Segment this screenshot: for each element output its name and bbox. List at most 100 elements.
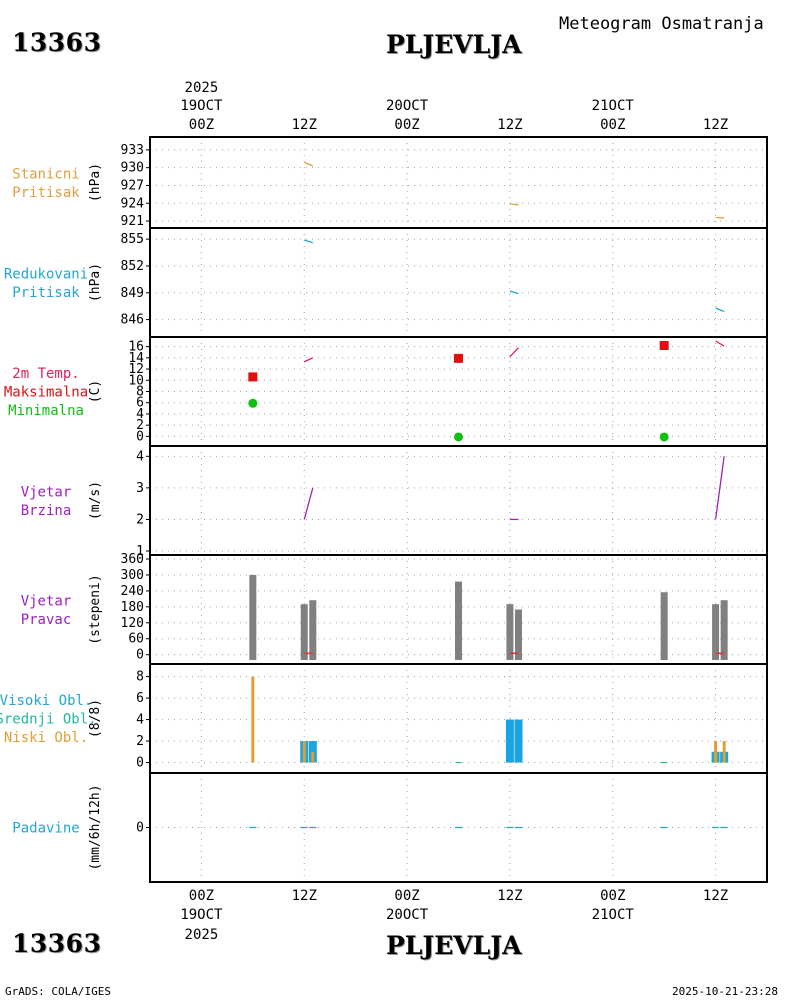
date-label-top: 19OCT <box>180 98 223 114</box>
series-segment <box>715 307 725 313</box>
panel-frame <box>149 336 768 447</box>
y-tick-label: 852 <box>121 259 144 274</box>
wind-direction-bar <box>309 600 317 660</box>
y-tick-label: 2 <box>136 512 144 527</box>
low-cloud-bar <box>714 741 718 763</box>
grads-credit: GrADS: COLA/IGES <box>5 985 111 998</box>
chart-outer-frame <box>149 136 768 883</box>
series-segment <box>304 239 314 244</box>
y-tick-label: 849 <box>121 286 144 301</box>
wind-direction-bar <box>455 581 462 660</box>
y-tick-label: 3 <box>136 481 144 496</box>
year-label-top: 2025 <box>185 80 219 96</box>
axis-unit-label: (stepeni) <box>88 574 103 644</box>
time-tick-label-bottom: 12Z <box>703 888 728 904</box>
series-segment <box>509 203 519 206</box>
panel-label: Minimalna <box>8 403 84 419</box>
series-segment <box>304 161 314 167</box>
wind-direction-bar <box>514 609 522 660</box>
min-temp-marker <box>248 398 258 408</box>
y-tick-label: 927 <box>121 178 144 193</box>
panel-reduced_pressure: 846 849 852 855 (hPa)Redukovani Pritisak <box>4 227 768 338</box>
panel-frame <box>149 136 768 229</box>
panel-clouds: 0 2 4 6 8 (8/8)Visoki Obl. Srednji Obl. Niski O… <box>0 663 768 774</box>
y-tick-label: 855 <box>121 232 144 247</box>
panel-label: Srednji Obl. <box>0 712 97 728</box>
panel-label: Stanicni <box>12 166 79 182</box>
axis-unit-label: (hPa) <box>88 163 103 202</box>
min-temp-marker <box>454 432 463 442</box>
y-tick-label: 930 <box>121 161 144 176</box>
panel-wind_speed: 1 2 3 4 (m/s) Vjetar Brzina <box>21 445 768 559</box>
y-tick-label: 14 <box>128 351 144 366</box>
y-tick-label: 120 <box>121 616 144 631</box>
station-id-bottom: 13363 <box>12 929 102 958</box>
y-tick-label: 0 <box>136 429 144 444</box>
panel-label: Maksimalna <box>4 385 88 401</box>
y-tick-label: 8 <box>136 670 144 685</box>
panel-precipitation: 0 (mm/6h/12h) Padavine <box>12 772 768 883</box>
series-segment <box>715 340 725 347</box>
y-tick-label: 6 <box>136 691 144 706</box>
y-tick-label: 360 <box>121 552 144 567</box>
panel-station_pressure: 921 924 927 930 933 (hPa) Stanicni Pritisak <box>12 136 768 229</box>
panel-label: Niski Obl. <box>4 730 88 746</box>
panel-frame <box>149 445 768 556</box>
series-segment <box>303 357 314 363</box>
wind-direction-bar <box>720 600 728 660</box>
date-label-bottom: 20OCT <box>386 907 429 923</box>
high-cloud-bar <box>514 719 523 763</box>
axis-unit-label: (hPa) <box>88 263 103 302</box>
y-tick-label: 12 <box>128 362 144 377</box>
time-tick-label-bottom: 00Z <box>394 888 419 904</box>
axis-unit-label: (8/8) <box>88 699 103 738</box>
axis-unit-label: (C) <box>88 380 103 403</box>
y-tick-label: 2 <box>136 418 144 433</box>
panel-label: Vjetar <box>21 593 72 609</box>
wind-direction-bar <box>506 604 514 660</box>
meteogram-subtitle: Meteogram Osmatranja <box>559 14 764 34</box>
panel-label: Pritisak <box>12 285 80 301</box>
max-temp-marker <box>248 372 258 382</box>
series-segment <box>715 216 725 219</box>
time-tick-label-top: 12Z <box>497 117 522 133</box>
y-tick-label: 4 <box>136 713 144 728</box>
y-tick-label: 4 <box>136 407 144 422</box>
max-temp-marker <box>659 340 669 350</box>
low-cloud-bar <box>311 751 315 763</box>
y-tick-label: 4 <box>136 449 144 464</box>
low-cloud-bar <box>251 676 255 763</box>
y-tick-label: 924 <box>121 196 145 211</box>
y-tick-label: 1 <box>136 544 144 559</box>
y-tick-label: 933 <box>121 143 144 158</box>
station-name-top: PLJEVLJA <box>386 30 522 59</box>
time-tick-label-bottom: 00Z <box>189 888 214 904</box>
panel-label: Pritisak <box>12 185 80 201</box>
date-label-top: 21OCT <box>592 98 635 114</box>
axis-unit-label: (m/s) <box>88 481 103 520</box>
time-tick-label-bottom: 12Z <box>292 888 317 904</box>
high-cloud-bar <box>505 719 514 763</box>
y-tick-label: 6 <box>136 396 144 411</box>
station-id-top: 13363 <box>12 28 102 57</box>
y-tick-label: 16 <box>128 340 144 355</box>
axis-unit-label: (mm/6h/12h) <box>88 784 103 870</box>
y-tick-label: 10 <box>128 373 144 388</box>
panel-frame <box>149 663 768 774</box>
panel-frame <box>149 227 768 338</box>
y-tick-label: 0 <box>136 821 144 836</box>
panel-label: Redukovani <box>4 266 88 282</box>
wind-direction-bar <box>712 604 720 660</box>
plot-timestamp: 2025-10-21-23:28 <box>672 985 778 998</box>
time-tick-label-bottom: 12Z <box>497 888 522 904</box>
y-tick-label: 8 <box>136 385 144 400</box>
y-tick-label: 2 <box>136 734 144 749</box>
y-tick-label: 0 <box>136 756 144 771</box>
date-label-bottom: 21OCT <box>592 907 635 923</box>
low-cloud-bar <box>722 741 726 763</box>
time-tick-label-bottom: 00Z <box>600 888 625 904</box>
series-segment <box>303 487 314 520</box>
panel-label: Pravac <box>21 612 72 628</box>
